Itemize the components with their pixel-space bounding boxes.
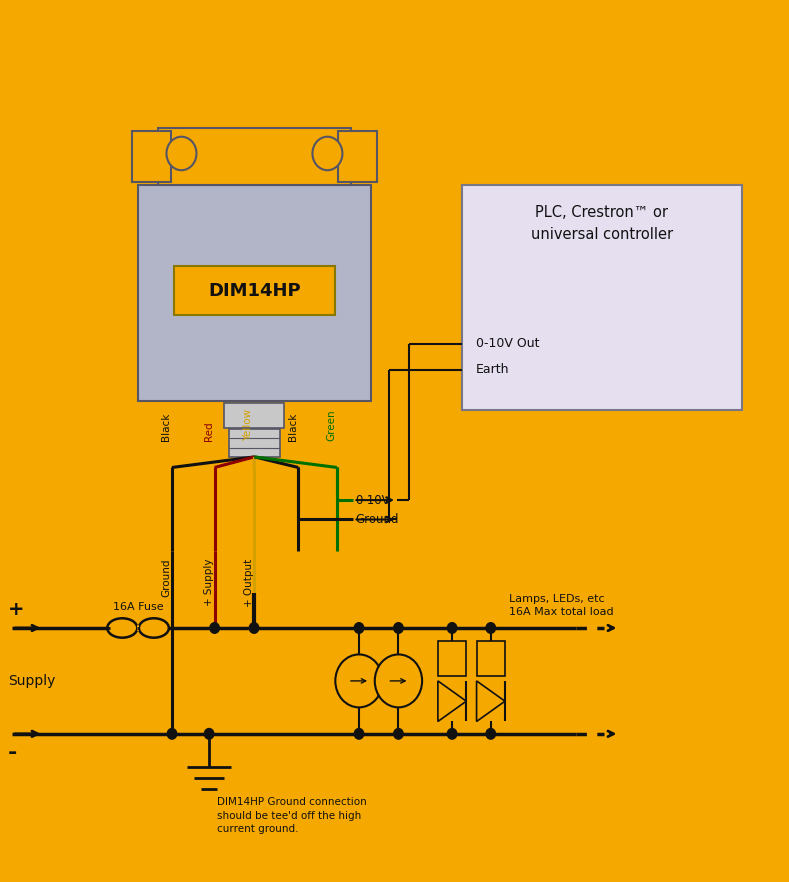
Circle shape	[335, 654, 383, 707]
Text: Green: Green	[327, 409, 336, 441]
Text: Lamps, LEDs, etc
16A Max total load: Lamps, LEDs, etc 16A Max total load	[509, 594, 614, 617]
Text: Black: Black	[288, 413, 297, 441]
Text: Yellow: Yellow	[244, 409, 253, 441]
Circle shape	[167, 729, 177, 739]
Text: Earth: Earth	[476, 363, 509, 376]
Text: DIM14HP: DIM14HP	[208, 281, 301, 300]
Text: Supply: Supply	[8, 674, 55, 688]
FancyBboxPatch shape	[462, 185, 742, 410]
Text: + Supply: + Supply	[204, 558, 214, 606]
Circle shape	[486, 729, 495, 739]
Text: 16A Fuse: 16A Fuse	[113, 602, 163, 612]
Text: PLC, Crestron™ or
universal controller: PLC, Crestron™ or universal controller	[530, 205, 673, 243]
Ellipse shape	[107, 618, 137, 638]
FancyBboxPatch shape	[174, 266, 335, 315]
Circle shape	[166, 137, 196, 170]
Text: + Output: + Output	[244, 558, 253, 607]
FancyBboxPatch shape	[229, 429, 279, 457]
Circle shape	[394, 623, 403, 633]
Text: +: +	[8, 600, 24, 619]
Circle shape	[447, 623, 457, 633]
Text: DIM14HP Ground connection
should be tee'd off the high
current ground.: DIM14HP Ground connection should be tee'…	[217, 797, 367, 833]
Circle shape	[375, 654, 422, 707]
Text: Ground: Ground	[162, 558, 171, 597]
FancyBboxPatch shape	[338, 131, 377, 182]
Text: 0-10V: 0-10V	[355, 494, 390, 506]
Polygon shape	[477, 681, 505, 721]
Circle shape	[204, 729, 214, 739]
Polygon shape	[438, 681, 466, 721]
Text: -: -	[8, 743, 17, 763]
FancyBboxPatch shape	[438, 641, 466, 676]
Circle shape	[249, 623, 259, 633]
FancyBboxPatch shape	[158, 128, 351, 185]
Circle shape	[394, 729, 403, 739]
FancyBboxPatch shape	[224, 403, 284, 428]
Ellipse shape	[139, 618, 169, 638]
Text: Red: Red	[204, 422, 214, 441]
Text: Ground: Ground	[355, 513, 398, 526]
FancyBboxPatch shape	[477, 641, 505, 676]
Circle shape	[354, 729, 364, 739]
Text: 0-10V Out: 0-10V Out	[476, 338, 539, 350]
Circle shape	[354, 623, 364, 633]
Circle shape	[312, 137, 342, 170]
Circle shape	[210, 623, 219, 633]
Text: Black: Black	[162, 413, 171, 441]
Circle shape	[447, 729, 457, 739]
Circle shape	[486, 623, 495, 633]
FancyBboxPatch shape	[132, 131, 171, 182]
FancyBboxPatch shape	[138, 185, 371, 401]
